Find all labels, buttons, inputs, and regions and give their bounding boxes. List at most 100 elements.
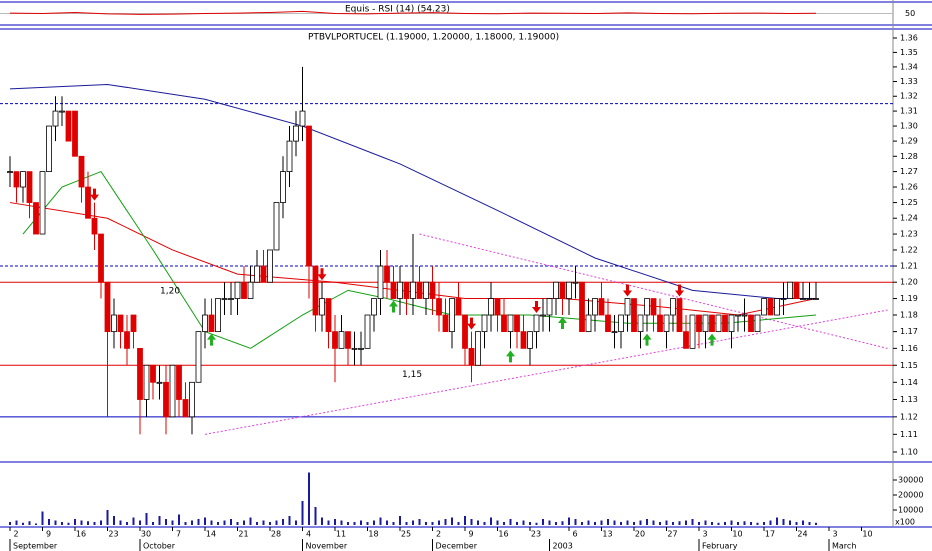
volume-bar bbox=[548, 520, 551, 525]
y-tick-label: 1.36 bbox=[900, 34, 918, 43]
month-label: December bbox=[436, 542, 478, 551]
volume-bar bbox=[100, 520, 102, 525]
candle-body bbox=[228, 298, 234, 300]
volume-bar bbox=[444, 519, 447, 525]
x-tick-label: 4 bbox=[306, 530, 311, 539]
volume-bar bbox=[366, 522, 369, 525]
volume-bar bbox=[223, 520, 226, 525]
volume-bar bbox=[665, 520, 668, 525]
candle-body bbox=[507, 314, 514, 333]
volume-bar bbox=[776, 517, 778, 525]
y-tick-label: 1.18 bbox=[900, 311, 918, 320]
y-tick-label: 1.21 bbox=[900, 262, 918, 271]
candle-body bbox=[150, 364, 156, 383]
candle-body bbox=[267, 249, 273, 283]
volume-bar bbox=[412, 520, 414, 525]
volume-bar bbox=[22, 522, 24, 525]
candle-body bbox=[163, 381, 169, 418]
volume-bar bbox=[756, 522, 759, 525]
x-tick-label: 17 bbox=[765, 530, 775, 539]
volume-bar bbox=[730, 520, 733, 525]
volume-bar bbox=[431, 522, 434, 525]
x-tick-label: 16 bbox=[498, 530, 508, 539]
volume-bar bbox=[74, 519, 76, 525]
candle-body bbox=[650, 298, 657, 316]
volume-bar bbox=[743, 521, 746, 525]
volume-bar bbox=[659, 522, 661, 525]
volume-bar bbox=[769, 520, 772, 525]
y-tick-label: 1.15 bbox=[900, 361, 918, 370]
x-tick-label: 7 bbox=[176, 530, 181, 539]
volume-bar bbox=[314, 507, 317, 525]
y-tick-label: 1.22 bbox=[900, 245, 918, 254]
candle-body bbox=[481, 314, 488, 333]
volume-bar bbox=[321, 517, 323, 525]
candle-body bbox=[514, 314, 520, 333]
candle-body bbox=[338, 331, 345, 349]
volume-bar bbox=[555, 522, 557, 525]
candle-body bbox=[533, 314, 540, 333]
y-tick-label: 1.32 bbox=[900, 92, 918, 101]
volume-bar bbox=[139, 520, 141, 525]
candle-body bbox=[579, 281, 585, 333]
candle-body bbox=[585, 314, 592, 333]
y-tick-label: 1.10 bbox=[900, 448, 918, 457]
candle-body bbox=[143, 364, 150, 400]
volume-bar bbox=[672, 522, 674, 525]
x-tick-label: 3 bbox=[702, 530, 707, 539]
volume-bar bbox=[379, 517, 382, 525]
candle-body bbox=[670, 298, 676, 316]
candle-body bbox=[657, 314, 663, 333]
x-tick-label: 28 bbox=[271, 530, 281, 539]
volume-bar bbox=[496, 520, 499, 525]
moving-average bbox=[22, 170, 817, 349]
candle-body bbox=[293, 125, 299, 142]
x-tick-label: 10 bbox=[862, 530, 872, 539]
y-tick-label: 1.29 bbox=[900, 137, 918, 146]
volume-bar bbox=[815, 522, 817, 525]
candle-body bbox=[566, 281, 572, 299]
candle-body bbox=[215, 298, 221, 333]
volume-tick-label: 30000 bbox=[898, 476, 923, 485]
volume-bar bbox=[464, 516, 466, 525]
candle-body bbox=[728, 314, 735, 333]
volume-bar bbox=[399, 516, 401, 525]
volume-bar bbox=[789, 520, 791, 525]
candle-body bbox=[624, 298, 631, 316]
candle-body bbox=[260, 265, 267, 283]
buy-arrow bbox=[207, 333, 216, 346]
volume-bar bbox=[178, 514, 180, 525]
candle-body bbox=[221, 298, 228, 300]
volume-bar bbox=[184, 522, 187, 525]
x-tick-label: 9 bbox=[468, 530, 473, 539]
month-label: November bbox=[306, 542, 348, 551]
candle-body bbox=[33, 202, 39, 235]
indicator-line bbox=[9, 10, 817, 15]
x-tick-label: 24 bbox=[797, 530, 807, 539]
sell-arrow bbox=[317, 268, 327, 281]
candle-body bbox=[91, 217, 98, 235]
volume-unit: x100 bbox=[895, 518, 915, 527]
volume-bar bbox=[171, 520, 174, 525]
volume-bar bbox=[802, 520, 804, 525]
sell-arrow bbox=[623, 284, 632, 297]
volume-bar bbox=[204, 517, 206, 525]
candle-body bbox=[156, 381, 163, 384]
candle-body bbox=[715, 314, 722, 333]
y-tick-label: 1.25 bbox=[900, 198, 918, 207]
volume-bar bbox=[15, 520, 18, 525]
y-tick-label: 1.28 bbox=[900, 152, 918, 161]
buy-arrow bbox=[707, 333, 717, 346]
volume-bar bbox=[587, 520, 590, 525]
candle-body bbox=[429, 281, 436, 299]
candle-body bbox=[202, 314, 208, 333]
candle-body bbox=[358, 347, 364, 350]
y-tick-label: 1.12 bbox=[900, 412, 918, 421]
candle-body bbox=[800, 298, 806, 300]
candle-body bbox=[117, 314, 124, 333]
candle-body bbox=[553, 281, 559, 299]
volume-bar bbox=[470, 519, 473, 525]
volume-bar bbox=[561, 521, 564, 525]
x-tick-label: 11 bbox=[336, 530, 346, 539]
candle-body bbox=[631, 298, 637, 333]
